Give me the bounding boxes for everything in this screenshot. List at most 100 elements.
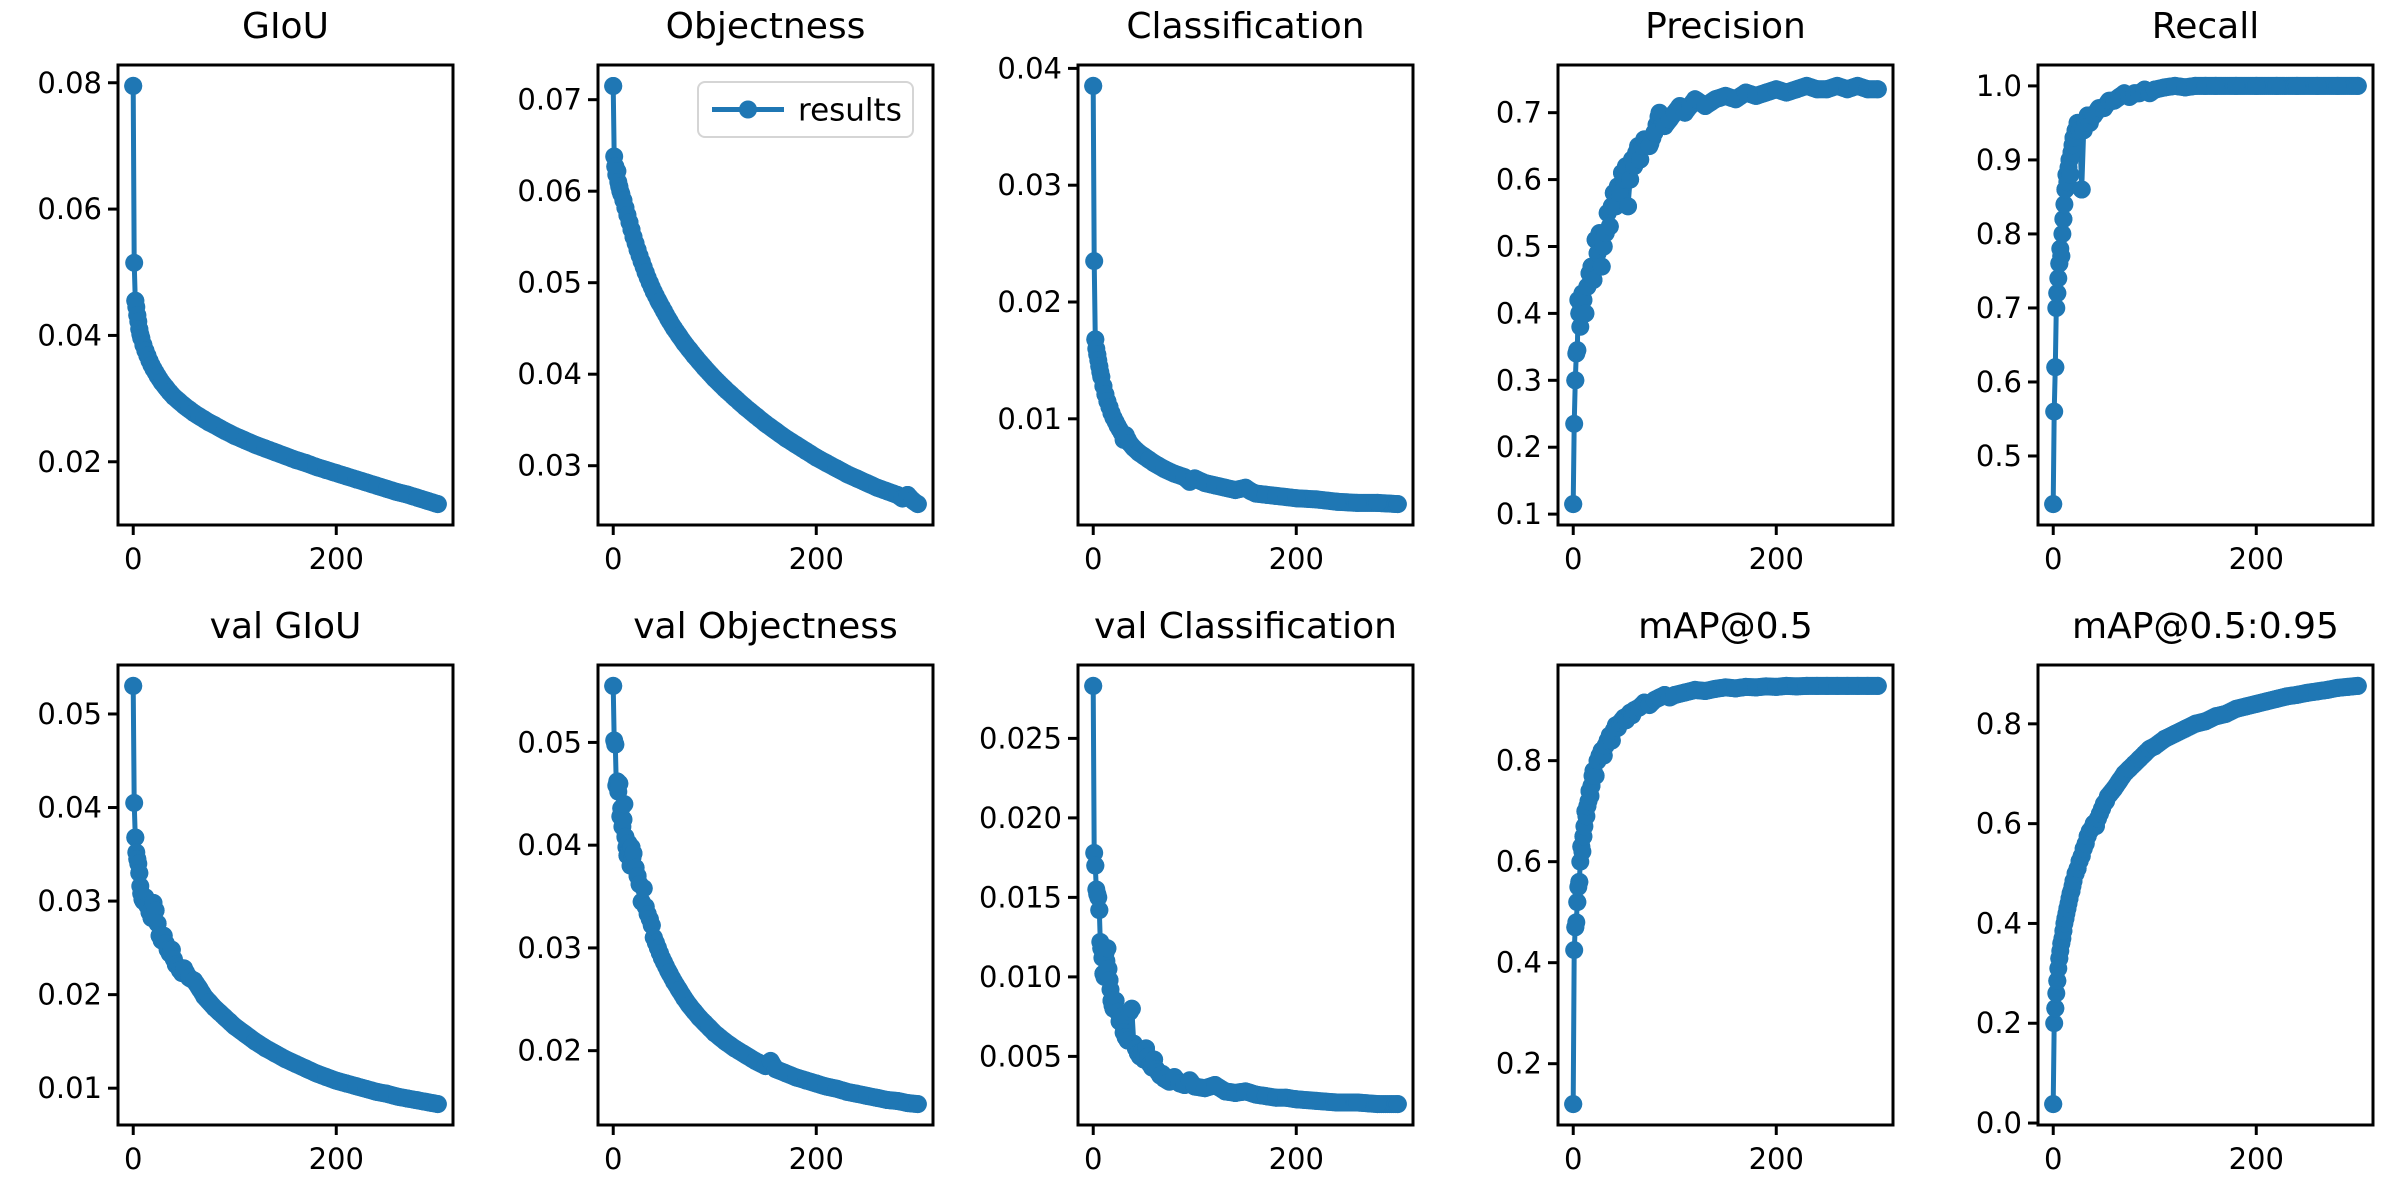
subplot-precision: Precision 0.1 0.2 0.3 0.4 0.5 0.6 0.7 0 200 bbox=[1496, 6, 1895, 576]
data-point-marker bbox=[614, 810, 633, 829]
y-tick-label: 0.2 bbox=[1976, 1006, 2022, 1040]
data-point-marker bbox=[2348, 676, 2367, 695]
series-line bbox=[2050, 83, 2361, 507]
plot-title: mAP@0.5:0.95 bbox=[2072, 606, 2339, 647]
x-tick-label: 0 bbox=[124, 542, 142, 576]
subplot-recall: Recall 0.5 0.6 0.7 0.8 0.9 1.0 0 200 bbox=[1976, 6, 2375, 576]
y-tick-label: 0.4 bbox=[1976, 906, 2022, 940]
data-point-marker bbox=[908, 1095, 927, 1114]
x-tick-label: 0 bbox=[2044, 1142, 2062, 1176]
subplot-val-classification: val Classification 0.005 0.010 0.015 0.020 0.… bbox=[979, 606, 1415, 1176]
x-tick-label: 0 bbox=[124, 1142, 142, 1176]
y-tick-label: 0.9 bbox=[1976, 143, 2022, 177]
data-point-marker bbox=[2046, 999, 2065, 1018]
y-tick-label: 0.07 bbox=[517, 83, 582, 117]
x-tick-label: 200 bbox=[2229, 542, 2284, 576]
subplot-map-0-5: mAP@0.5 0.2 0.4 0.6 0.8 0 200 bbox=[1496, 606, 1895, 1176]
data-point-marker bbox=[126, 828, 145, 847]
plot-title: val Classification bbox=[1094, 606, 1397, 647]
data-point-marker bbox=[685, 346, 704, 365]
y-tick-label: 0.05 bbox=[517, 266, 582, 300]
data-point-marker bbox=[604, 676, 623, 695]
data-point-marker bbox=[1086, 856, 1105, 875]
data-point-marker bbox=[1085, 252, 1104, 271]
data-point-marker bbox=[1090, 901, 1109, 920]
series-markers bbox=[1564, 676, 1887, 1114]
x-tick-label: 0 bbox=[1564, 542, 1582, 576]
y-tick-label: 0.04 bbox=[517, 828, 582, 862]
data-point-marker bbox=[428, 1095, 447, 1114]
data-point-marker bbox=[1098, 939, 1117, 958]
series-markers bbox=[124, 76, 447, 514]
data-point-marker bbox=[1348, 493, 1367, 512]
data-point-marker bbox=[2047, 299, 2066, 317]
axes-spines bbox=[116, 63, 455, 527]
data-point-marker bbox=[1327, 492, 1346, 511]
y-tick-label: 0.03 bbox=[517, 931, 582, 965]
data-point-marker bbox=[2247, 76, 2266, 95]
data-point-marker bbox=[1568, 893, 1587, 912]
y-tick-label: 0.8 bbox=[1976, 707, 2022, 741]
y-tick-label: 0.6 bbox=[1496, 845, 1542, 879]
data-point-marker bbox=[1567, 913, 1586, 932]
y-tick-label: 0.5 bbox=[1496, 229, 1542, 263]
data-point-marker bbox=[1287, 489, 1306, 508]
data-point-marker bbox=[2308, 76, 2327, 95]
data-point-marker bbox=[604, 77, 623, 95]
y-tick-label: 0.0 bbox=[1976, 1106, 2022, 1140]
y-tick-label: 0.04 bbox=[517, 357, 582, 391]
data-point-marker bbox=[1565, 941, 1584, 960]
data-point-marker bbox=[2045, 1014, 2064, 1033]
legend-marker-icon bbox=[739, 100, 757, 119]
axes-spines bbox=[596, 63, 935, 527]
x-tick-label: 0 bbox=[1084, 542, 1102, 576]
data-point-marker bbox=[2287, 76, 2306, 95]
subplot-classification: Classification 0.01 0.02 0.03 0.04 0 200 bbox=[997, 6, 1415, 576]
data-point-marker bbox=[1327, 1093, 1346, 1112]
y-tick-label: 0.010 bbox=[979, 960, 1062, 994]
data-point-marker bbox=[2072, 180, 2091, 199]
series-line bbox=[610, 683, 921, 1107]
series-markers bbox=[2044, 676, 2367, 1114]
y-tick-label: 0.01 bbox=[997, 402, 1062, 436]
data-point-marker bbox=[2055, 195, 2074, 214]
data-point-marker bbox=[1287, 1090, 1306, 1109]
data-point-marker bbox=[908, 495, 927, 514]
series-markers bbox=[1084, 76, 1407, 514]
y-tick-label: 1.0 bbox=[1976, 69, 2022, 103]
y-tick-label: 0.2 bbox=[1496, 1047, 1542, 1081]
y-tick-label: 0.02 bbox=[997, 285, 1062, 319]
series-markers bbox=[1084, 676, 1407, 1114]
data-point-marker bbox=[2044, 1095, 2063, 1114]
data-point-marker bbox=[1573, 842, 1592, 861]
plot-title: mAP@0.5 bbox=[1638, 606, 1813, 647]
data-point-marker bbox=[1084, 76, 1103, 95]
series-markers bbox=[604, 676, 927, 1114]
data-point-marker bbox=[2061, 165, 2080, 184]
axes-spines bbox=[596, 663, 935, 1127]
y-tick-label: 0.04 bbox=[997, 51, 1062, 85]
plot-title: Classification bbox=[1126, 6, 1364, 47]
data-point-marker bbox=[1600, 217, 1619, 236]
data-point-marker bbox=[1868, 676, 1887, 695]
subplot-giou: GIoU 0.02 0.04 0.06 0.08 0 200 bbox=[37, 6, 455, 576]
y-tick-label: 0.06 bbox=[37, 192, 102, 226]
plot-title: Objectness bbox=[666, 6, 866, 47]
y-tick-label: 0.7 bbox=[1976, 291, 2022, 325]
data-point-marker bbox=[615, 795, 634, 814]
legend-box bbox=[697, 81, 914, 138]
y-tick-label: 0.025 bbox=[979, 721, 1062, 755]
data-point-marker bbox=[1568, 341, 1587, 360]
series-line bbox=[1570, 683, 1881, 1107]
data-point-marker bbox=[2348, 76, 2367, 95]
data-point-marker bbox=[124, 676, 143, 695]
y-tick-label: 0.3 bbox=[1496, 363, 1542, 397]
data-point-marker bbox=[1388, 1095, 1407, 1114]
x-tick-label: 200 bbox=[1269, 1142, 1324, 1176]
y-tick-label: 0.7 bbox=[1496, 96, 1542, 130]
y-tick-label: 0.4 bbox=[1496, 296, 1542, 330]
y-tick-label: 0.04 bbox=[37, 791, 102, 825]
x-tick-label: 200 bbox=[2229, 1142, 2284, 1176]
data-point-marker bbox=[1084, 676, 1103, 695]
